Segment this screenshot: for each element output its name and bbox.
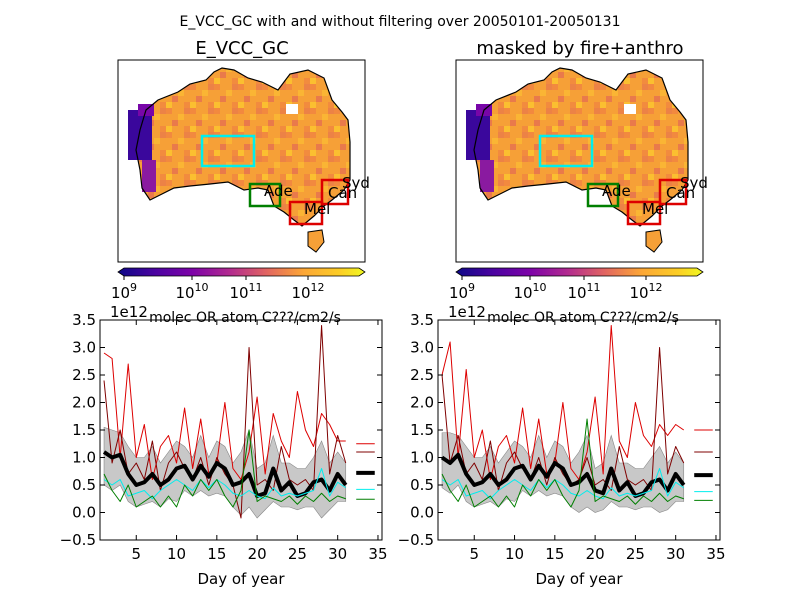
tasmania bbox=[645, 229, 663, 253]
region-label-mel: Mel bbox=[642, 200, 668, 218]
colorbar-tick-label: 1012 bbox=[629, 281, 662, 302]
x-tick-label: 35 bbox=[368, 545, 387, 563]
colorbar-tick-label: 1010 bbox=[513, 281, 546, 302]
region-box-cyan bbox=[200, 134, 256, 168]
coastline bbox=[135, 67, 351, 227]
y-tick-label: 3.5 bbox=[72, 311, 96, 329]
x-tick-label: 5 bbox=[131, 545, 141, 563]
colorbar-tick-label: 109 bbox=[111, 281, 137, 302]
regions-overlay: Syd Can Mel Ade bbox=[200, 134, 370, 226]
region-label-can: Can bbox=[666, 184, 695, 202]
region-box-cyan bbox=[538, 134, 594, 168]
colorbar-gradient bbox=[455, 267, 704, 277]
map-title: E_VCC_GC bbox=[195, 38, 288, 59]
x-tick-label: 15 bbox=[545, 545, 564, 563]
y-tick-label: 1.5 bbox=[410, 421, 434, 439]
map-panel-right: masked by fire+anthro Syd Can Mel Ade 10… bbox=[449, 38, 708, 326]
x-tick-label: 30 bbox=[328, 545, 347, 563]
masked-cell bbox=[624, 104, 636, 114]
low-emission-southwest bbox=[142, 160, 156, 192]
region-box-can bbox=[658, 178, 688, 206]
low-emission-west bbox=[466, 110, 490, 160]
colorbar-tick-label: 1011 bbox=[567, 281, 600, 302]
y-offset-label: 1e12 bbox=[448, 303, 486, 321]
australia-map bbox=[466, 67, 689, 253]
tasmania bbox=[307, 229, 325, 253]
series-line-0 bbox=[103, 352, 346, 480]
y-tick-label: 2.0 bbox=[72, 394, 96, 412]
colorbar-ticks: 109 1010 1011 1012 bbox=[111, 276, 325, 302]
low-emission-southwest bbox=[480, 160, 494, 192]
colorbar-tick-label: 1011 bbox=[229, 281, 262, 302]
coastline bbox=[473, 67, 689, 227]
regions-overlay: Syd Can Mel Ade bbox=[538, 134, 708, 226]
region-box-can bbox=[320, 178, 350, 206]
y-tick-label: −0.5 bbox=[60, 531, 96, 549]
y-tick-label: 2.5 bbox=[410, 366, 434, 384]
colorbar-label: molec OR atom C???/cm2/s bbox=[149, 310, 341, 326]
y-tick-label: 2.5 bbox=[72, 366, 96, 384]
series-line-3 bbox=[103, 468, 347, 500]
y-tick-label: 3.5 bbox=[410, 311, 434, 329]
map-panel-left: E_VCC_GC Syd Can Mel Ade 109 1010 1011 1012… bbox=[111, 38, 370, 326]
y-tick-label: 3.0 bbox=[410, 339, 434, 357]
y-tick-label: 1.0 bbox=[410, 449, 434, 467]
map-title: masked by fire+anthro bbox=[476, 38, 683, 59]
colorbar-tick-label: 1012 bbox=[291, 281, 324, 302]
region-box-mel bbox=[626, 200, 662, 226]
region-box-ade bbox=[248, 182, 282, 208]
x-tick-label: 35 bbox=[706, 545, 725, 563]
y-tick-label: 1.0 bbox=[72, 449, 96, 467]
x-tick-label: 20 bbox=[586, 545, 605, 563]
series-line-3 bbox=[441, 468, 685, 500]
region-box-mel bbox=[288, 200, 324, 226]
x-tick-label: 25 bbox=[288, 545, 307, 563]
x-tick-label: 25 bbox=[626, 545, 645, 563]
region-label-syd: Syd bbox=[680, 174, 708, 192]
region-label-ade: Ade bbox=[264, 182, 293, 200]
y-tick-label: 0.0 bbox=[410, 504, 434, 522]
x-axis-label: Day of year bbox=[197, 570, 285, 588]
colorbar: 109 1010 1011 1012 molec OR atom C???/cm2/s bbox=[449, 267, 704, 326]
x-axis-label: Day of year bbox=[535, 570, 623, 588]
x-tick-label: 15 bbox=[207, 545, 226, 563]
x-tick-label: 20 bbox=[248, 545, 267, 563]
colorbar-label: molec OR atom C???/cm2/s bbox=[487, 310, 679, 326]
series-line-4 bbox=[441, 418, 684, 508]
y-tick-label: 0.5 bbox=[410, 476, 434, 494]
australia-map bbox=[128, 67, 351, 253]
colorbar: 109 1010 1011 1012 molec OR atom C???/cm2/s bbox=[111, 267, 366, 326]
masked-cell bbox=[286, 104, 298, 114]
x-tick-label: 10 bbox=[167, 545, 186, 563]
low-emission-west bbox=[128, 110, 152, 160]
series-line-0 bbox=[441, 325, 685, 480]
colorbar-gradient bbox=[117, 267, 366, 277]
line-chart-right: 5 10 15 20 25 30 35 −0.5 0.0 0.5 1.0 1.5 2.0 2.5 3.0 3.… bbox=[398, 303, 726, 588]
series-line-4 bbox=[103, 429, 346, 508]
colorbar-tick-label: 109 bbox=[449, 281, 475, 302]
line-chart-left: 5 10 15 20 25 30 35 −0.5 0.0 0.5 1.0 1.5 2.0 2.5 3.0 3.… bbox=[60, 303, 388, 588]
x-tick-label: 30 bbox=[666, 545, 685, 563]
y-tick-label: 1.5 bbox=[72, 421, 96, 439]
region-label-ade: Ade bbox=[602, 182, 631, 200]
x-tick-label: 5 bbox=[469, 545, 479, 563]
figure-suptitle: E_VCC_GC with and without filtering over… bbox=[180, 14, 621, 30]
y-tick-label: 2.0 bbox=[410, 394, 434, 412]
y-tick-label: 0.0 bbox=[72, 504, 96, 522]
region-box-ade bbox=[586, 182, 620, 208]
x-tick-label: 10 bbox=[505, 545, 524, 563]
y-tick-label: −0.5 bbox=[398, 531, 434, 549]
colorbar-tick-label: 1010 bbox=[175, 281, 208, 302]
region-label-syd: Syd bbox=[342, 174, 370, 192]
y-tick-label: 3.0 bbox=[72, 339, 96, 357]
region-label-can: Can bbox=[328, 184, 357, 202]
y-tick-label: 0.5 bbox=[72, 476, 96, 494]
colorbar-ticks: 109 1010 1011 1012 bbox=[449, 276, 663, 302]
y-offset-label: 1e12 bbox=[110, 303, 148, 321]
region-label-mel: Mel bbox=[304, 200, 330, 218]
